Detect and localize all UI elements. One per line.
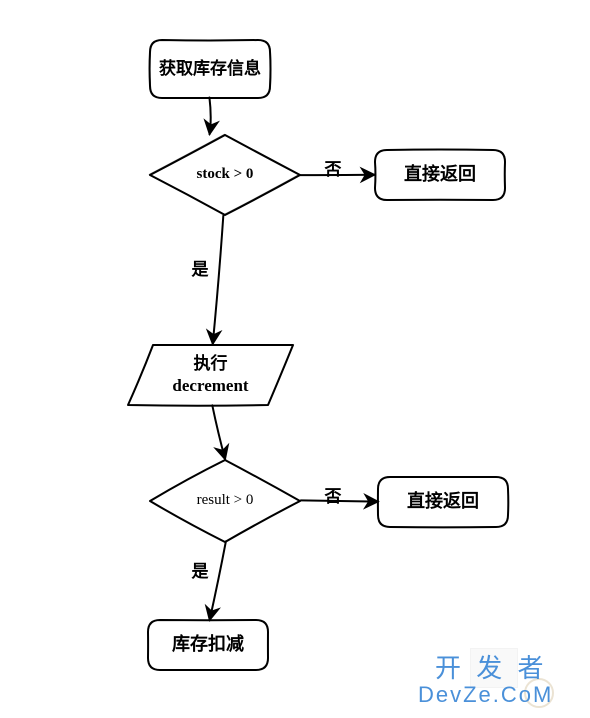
edge-label-n5-n6: 否	[318, 485, 348, 509]
node-n6-terminator: 直接返回	[378, 477, 508, 527]
node-n7-terminator: 库存扣减	[148, 620, 268, 670]
edge-n4-n5	[212, 405, 225, 459]
node-n2-decision: stock > 0	[150, 135, 300, 215]
watermark-line1: 开 发 者	[435, 648, 547, 685]
edge-label-n2-n4: 是	[185, 258, 215, 282]
node-n4-data: 执行decrement	[128, 345, 293, 405]
watermark-line2: DevZe.CoM	[418, 682, 553, 708]
node-n1-terminator: 获取库存信息	[150, 40, 270, 98]
edge-n1-n2	[209, 98, 210, 135]
edge-label-n2-n3: 否	[318, 158, 348, 182]
node-n5-decision: result > 0	[150, 460, 300, 542]
edge-label-n5-n7: 是	[185, 560, 215, 584]
node-n3-terminator: 直接返回	[375, 150, 505, 200]
